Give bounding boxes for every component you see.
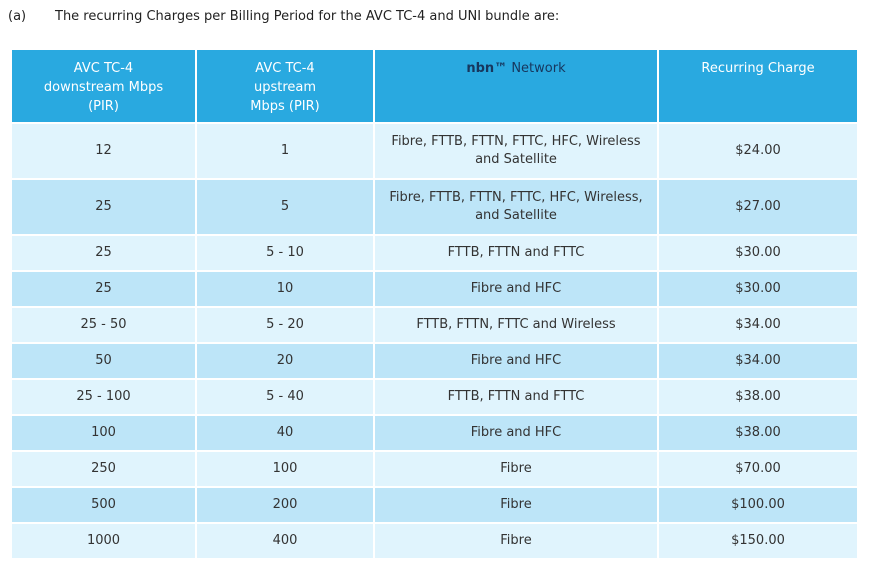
cell-upstream: 40 [195, 414, 375, 452]
charges-table-container: AVC TC-4 downstream Mbps (PIR) AVC TC-4 … [10, 48, 859, 560]
table-row: 12 1 Fibre, FTTB, FTTN, FTTC, HFC, Wirel… [10, 122, 859, 180]
nbn-brand-label: nbn™ [466, 61, 508, 76]
cell-downstream: 25 - 100 [10, 378, 197, 416]
table-row: 25 10 Fibre and HFC $30.00 [10, 270, 859, 308]
network-label: Network [507, 61, 566, 76]
table-row: 100 40 Fibre and HFC $38.00 [10, 414, 859, 452]
cell-network: Fibre, FTTB, FTTN, FTTC, HFC, Wireless a… [373, 122, 659, 180]
cell-charge: $27.00 [657, 178, 859, 236]
table-row: 50 20 Fibre and HFC $34.00 [10, 342, 859, 380]
cell-downstream: 500 [10, 486, 197, 524]
cell-upstream: 20 [195, 342, 375, 380]
table-header-row: AVC TC-4 downstream Mbps (PIR) AVC TC-4 … [10, 48, 859, 124]
cell-charge: $34.00 [657, 306, 859, 344]
cell-upstream: 5 - 20 [195, 306, 375, 344]
cell-network: FTTB, FTTN, FTTC and Wireless [373, 306, 659, 344]
cell-upstream: 5 [195, 178, 375, 236]
table-row: 25 - 50 5 - 20 FTTB, FTTN, FTTC and Wire… [10, 306, 859, 344]
recurring-charges-table: AVC TC-4 downstream Mbps (PIR) AVC TC-4 … [10, 48, 859, 560]
cell-upstream: 400 [195, 522, 375, 560]
cell-charge: $150.00 [657, 522, 859, 560]
cell-charge: $70.00 [657, 450, 859, 488]
cell-network: Fibre [373, 522, 659, 560]
cell-downstream: 50 [10, 342, 197, 380]
header-recurring-charge: Recurring Charge [657, 48, 859, 124]
clause-heading: (a) The recurring Charges per Billing Pe… [8, 8, 858, 26]
table-row: 250 100 Fibre $70.00 [10, 450, 859, 488]
cell-upstream: 10 [195, 270, 375, 308]
cell-downstream: 25 [10, 178, 197, 236]
cell-upstream: 1 [195, 122, 375, 180]
cell-network: Fibre, FTTB, FTTN, FTTC, HFC, Wireless, … [373, 178, 659, 236]
cell-network: Fibre [373, 486, 659, 524]
cell-network: Fibre and HFC [373, 270, 659, 308]
cell-upstream: 200 [195, 486, 375, 524]
cell-network: FTTB, FTTN and FTTC [373, 234, 659, 272]
clause-text: The recurring Charges per Billing Period… [55, 9, 560, 24]
clause-marker: (a) [8, 9, 27, 24]
table-row: 1000 400 Fibre $150.00 [10, 522, 859, 560]
cell-network: Fibre and HFC [373, 414, 659, 452]
cell-charge: $38.00 [657, 378, 859, 416]
cell-downstream: 1000 [10, 522, 197, 560]
cell-downstream: 25 [10, 270, 197, 308]
cell-downstream: 250 [10, 450, 197, 488]
table-row: 25 5 - 10 FTTB, FTTN and FTTC $30.00 [10, 234, 859, 272]
cell-charge: $24.00 [657, 122, 859, 180]
cell-network: Fibre [373, 450, 659, 488]
cell-charge: $34.00 [657, 342, 859, 380]
cell-charge: $38.00 [657, 414, 859, 452]
cell-upstream: 100 [195, 450, 375, 488]
table-row: 500 200 Fibre $100.00 [10, 486, 859, 524]
header-downstream: AVC TC-4 downstream Mbps (PIR) [10, 48, 197, 124]
cell-downstream: 12 [10, 122, 197, 180]
cell-network: Fibre and HFC [373, 342, 659, 380]
cell-charge: $30.00 [657, 234, 859, 272]
cell-downstream: 100 [10, 414, 197, 452]
table-row: 25 5 Fibre, FTTB, FTTN, FTTC, HFC, Wirel… [10, 178, 859, 236]
cell-downstream: 25 [10, 234, 197, 272]
table-row: 25 - 100 5 - 40 FTTB, FTTN and FTTC $38.… [10, 378, 859, 416]
cell-network: FTTB, FTTN and FTTC [373, 378, 659, 416]
header-upstream: AVC TC-4 upstream Mbps (PIR) [195, 48, 375, 124]
cell-charge: $30.00 [657, 270, 859, 308]
cell-upstream: 5 - 10 [195, 234, 375, 272]
cell-upstream: 5 - 40 [195, 378, 375, 416]
cell-downstream: 25 - 50 [10, 306, 197, 344]
header-network: nbn™ Network [373, 48, 659, 124]
cell-charge: $100.00 [657, 486, 859, 524]
